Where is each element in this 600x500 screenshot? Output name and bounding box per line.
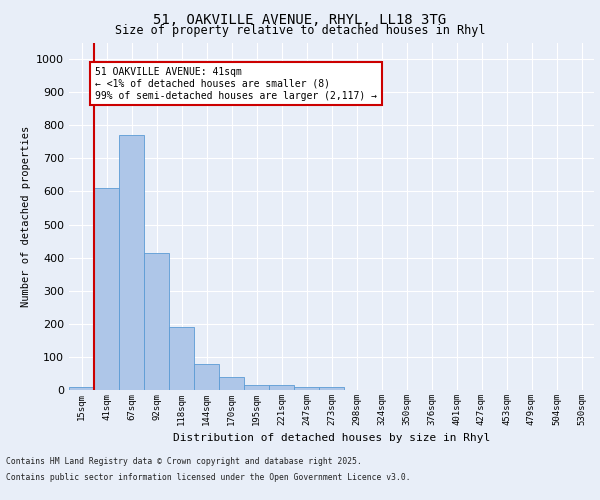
Bar bbox=[294, 386, 319, 390]
Bar bbox=[119, 135, 144, 390]
Bar bbox=[194, 364, 219, 390]
Bar bbox=[144, 252, 169, 390]
Bar bbox=[94, 188, 119, 390]
Text: 51, OAKVILLE AVENUE, RHYL, LL18 3TG: 51, OAKVILLE AVENUE, RHYL, LL18 3TG bbox=[154, 12, 446, 26]
Bar bbox=[244, 385, 269, 390]
Bar bbox=[269, 385, 294, 390]
Bar bbox=[69, 386, 94, 390]
Text: 51 OAKVILLE AVENUE: 41sqm
← <1% of detached houses are smaller (8)
99% of semi-d: 51 OAKVILLE AVENUE: 41sqm ← <1% of detac… bbox=[95, 68, 377, 100]
Bar bbox=[169, 327, 194, 390]
Text: Size of property relative to detached houses in Rhyl: Size of property relative to detached ho… bbox=[115, 24, 485, 37]
Text: Contains HM Land Registry data © Crown copyright and database right 2025.: Contains HM Land Registry data © Crown c… bbox=[6, 458, 362, 466]
Bar bbox=[219, 377, 244, 390]
Bar bbox=[319, 386, 344, 390]
Text: Contains public sector information licensed under the Open Government Licence v3: Contains public sector information licen… bbox=[6, 472, 410, 482]
X-axis label: Distribution of detached houses by size in Rhyl: Distribution of detached houses by size … bbox=[173, 434, 490, 444]
Y-axis label: Number of detached properties: Number of detached properties bbox=[20, 126, 31, 307]
